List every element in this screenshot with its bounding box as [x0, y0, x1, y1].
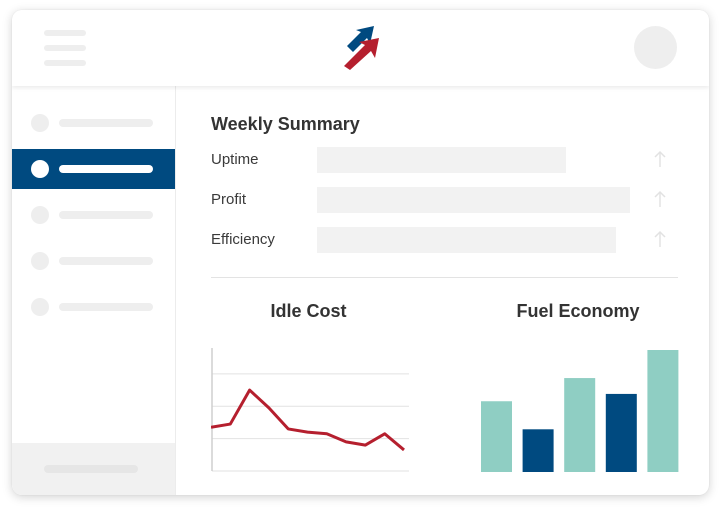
fuel-economy-bar	[481, 401, 512, 472]
fuel-economy-chart	[481, 350, 679, 472]
arrow-up-icon[interactable]	[652, 149, 668, 169]
fuel-economy-bar	[647, 350, 679, 472]
metric-progress-bar	[317, 187, 630, 213]
nav-dot-icon	[31, 252, 49, 270]
sidebar-item-1[interactable]	[12, 103, 175, 143]
user-avatar-icon[interactable]	[634, 26, 677, 69]
sidebar-item-4[interactable]	[12, 241, 175, 281]
metric-label: Profit	[211, 191, 247, 208]
nav-label-placeholder	[59, 119, 153, 127]
top-bar	[12, 10, 709, 86]
fuel-economy-title: Fuel Economy	[516, 301, 640, 321]
sidebar-item-5[interactable]	[12, 287, 175, 327]
sidebar-item-3[interactable]	[12, 195, 175, 235]
nav-dot-icon	[31, 298, 49, 316]
sidebar-item-2-active[interactable]	[12, 149, 175, 189]
arrow-up-icon[interactable]	[652, 189, 668, 209]
idle-cost-chart	[211, 348, 409, 472]
nav-dot-icon	[31, 206, 49, 224]
metric-row-efficiency: Efficiency	[211, 227, 681, 253]
hamburger-menu-icon[interactable]	[44, 30, 86, 66]
nav-label-placeholder	[59, 165, 153, 173]
menu-line	[44, 45, 86, 51]
nav-label-placeholder	[59, 303, 153, 311]
fuel-economy-bar	[522, 429, 554, 472]
metric-label: Efficiency	[211, 231, 275, 248]
menu-line	[44, 60, 86, 66]
idle-cost-title: Idle Cost	[270, 301, 347, 321]
nav-dot-icon	[31, 114, 49, 132]
fuel-economy-bar	[564, 378, 596, 472]
sidebar-footer	[12, 443, 175, 495]
weekly-summary-title: Weekly Summary	[211, 114, 360, 134]
metric-row-profit: Profit	[211, 187, 681, 213]
section-divider	[211, 277, 678, 278]
metric-row-uptime: Uptime	[211, 147, 681, 173]
arrow-up-icon[interactable]	[652, 229, 668, 249]
upward-arrows-logo-icon	[344, 26, 379, 70]
idle-cost-line	[211, 388, 405, 452]
fuel-economy-bar	[605, 393, 637, 472]
sidebar	[12, 86, 176, 495]
footer-placeholder	[44, 465, 138, 473]
menu-line	[44, 30, 86, 36]
nav-label-placeholder	[59, 211, 153, 219]
metric-label: Uptime	[211, 151, 259, 168]
nav-label-placeholder	[59, 257, 153, 265]
metric-progress-bar	[317, 147, 566, 173]
main-content: Weekly Summary Uptime Profit Efficiency	[176, 86, 709, 495]
nav-dot-icon	[31, 160, 49, 178]
metric-progress-bar	[317, 227, 616, 253]
app-window: Weekly Summary Uptime Profit Efficiency	[12, 10, 709, 495]
